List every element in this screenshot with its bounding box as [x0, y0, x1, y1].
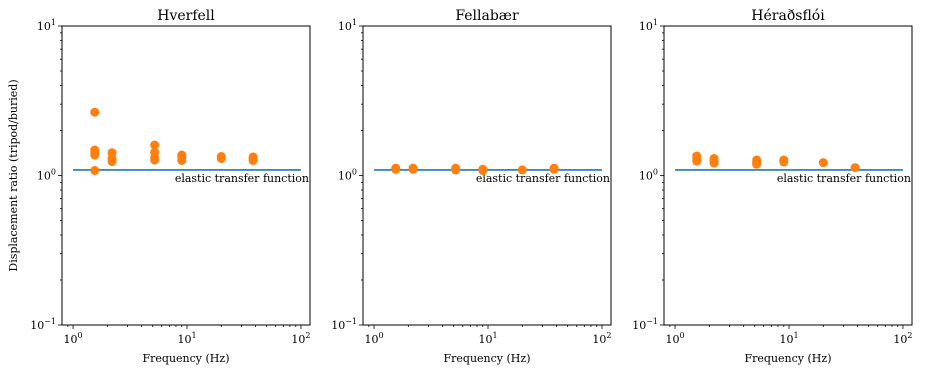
panel-2: 100 101 102 10−1 100 101 elastic transfer func…: [331, 8, 611, 365]
data-point: [177, 155, 187, 165]
data-point: [216, 153, 226, 163]
data-point: [752, 159, 762, 169]
reference-line-label: elastic transfer function: [777, 172, 911, 185]
data-point: [90, 150, 100, 160]
axes-frame: [663, 25, 913, 326]
data-point: [549, 164, 559, 174]
x-tick-label: 102: [592, 331, 611, 346]
y-tick-label: 10−1: [30, 317, 56, 332]
axes-frame: [61, 25, 311, 326]
x-tick-label: 101: [779, 331, 798, 346]
y-tick-label: 101: [338, 18, 357, 33]
data-point: [709, 158, 719, 168]
data-point: [850, 163, 860, 173]
data-point: [451, 165, 461, 175]
data-point: [90, 166, 100, 176]
x-tick-label: 100: [665, 331, 684, 346]
reference-line-label: elastic transfer function: [476, 172, 610, 185]
x-axis-label: Frequency (Hz): [745, 352, 832, 365]
x-axis-label: Frequency (Hz): [444, 352, 531, 365]
y-tick-label: 100: [37, 168, 56, 183]
x-tick-label: 102: [893, 331, 912, 346]
data-point: [248, 155, 258, 165]
x-axis-label: Frequency (Hz): [143, 352, 230, 365]
data-point: [818, 158, 828, 168]
y-tick-label: 101: [639, 18, 658, 33]
data-point: [107, 157, 117, 167]
data-point: [90, 107, 100, 117]
data-point: [150, 140, 160, 150]
x-tick-label: 100: [364, 331, 383, 346]
x-tick-label: 101: [478, 331, 497, 346]
y-tick-label: 10−1: [632, 317, 658, 332]
data-point: [408, 164, 418, 174]
data-point: [517, 165, 527, 175]
reference-line-label: elastic transfer function: [175, 172, 309, 185]
data-point: [391, 164, 401, 174]
data-point: [692, 156, 702, 166]
axes-frame: [362, 25, 612, 326]
chart-title: Hverfell: [157, 8, 215, 24]
chart-title: Héraðsflói: [751, 8, 825, 24]
data-point: [150, 155, 160, 165]
x-tick-label: 101: [177, 331, 196, 346]
y-tick-label: 101: [37, 18, 56, 33]
x-tick-label: 100: [63, 331, 82, 346]
data-point: [779, 157, 789, 167]
x-tick-label: 102: [291, 331, 310, 346]
y-tick-label: 100: [338, 168, 357, 183]
panel-3: 100 101 102 10−1 100 101 elastic transfer func…: [632, 8, 912, 365]
panel-1: 100 101 102 10−1 100 101 elastic transfer func…: [7, 8, 311, 365]
y-axis-label: Displacement ratio (tripod/buried): [7, 79, 20, 271]
y-tick-label: 100: [639, 168, 658, 183]
data-point: [478, 166, 488, 176]
chart-title: Fellabær: [455, 8, 519, 24]
y-tick-label: 10−1: [331, 317, 357, 332]
